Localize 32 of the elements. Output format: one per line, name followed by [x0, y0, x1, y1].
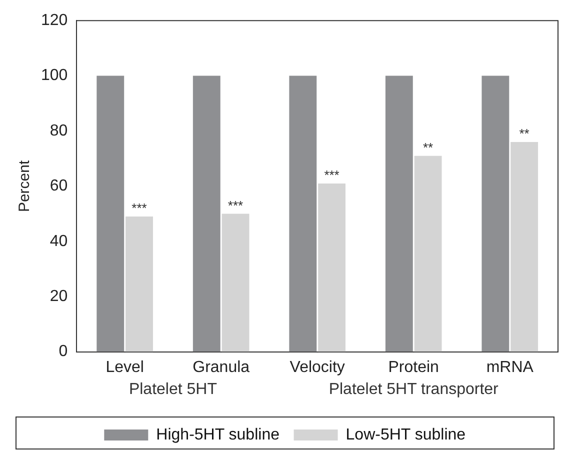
- bar: [126, 216, 153, 352]
- bar: [510, 142, 538, 352]
- legend-label: Low-5HT subline: [346, 426, 466, 444]
- y-tick-label: 40: [50, 232, 68, 250]
- bar: [414, 156, 442, 352]
- bar: [289, 76, 317, 352]
- y-tick-label: 80: [50, 122, 68, 140]
- x-tick-label: Level: [106, 358, 144, 376]
- annotation: ***: [324, 168, 340, 183]
- x-tick-label: Protein: [388, 358, 439, 376]
- y-axis-title: Percent: [16, 160, 34, 212]
- bar: [482, 76, 510, 352]
- x-tick-label: Velocity: [290, 358, 345, 376]
- annotation: ***: [132, 200, 147, 216]
- bar: [385, 76, 413, 352]
- annotation: **: [422, 140, 434, 155]
- y-tick-label: 60: [50, 178, 68, 195]
- x-tick-label: mRNA: [486, 358, 534, 376]
- legend-label: High-5HT subline: [156, 426, 280, 444]
- bar: [96, 76, 124, 352]
- y-tick-label: 20: [50, 288, 68, 306]
- bar: [318, 183, 346, 352]
- y-tick-label: 100: [40, 67, 68, 84]
- y-tick-label: 0: [58, 343, 68, 360]
- annotation: **: [519, 126, 530, 142]
- bar: [192, 76, 220, 352]
- text: Platelet 5HT: [128, 381, 218, 398]
- annotation: ***: [228, 198, 244, 213]
- text: Platelet 5HT transporter: [328, 381, 500, 398]
- bar: [222, 214, 250, 352]
- x-tick-label: Granula: [192, 358, 250, 376]
- y-tick-label: 120: [40, 12, 68, 30]
